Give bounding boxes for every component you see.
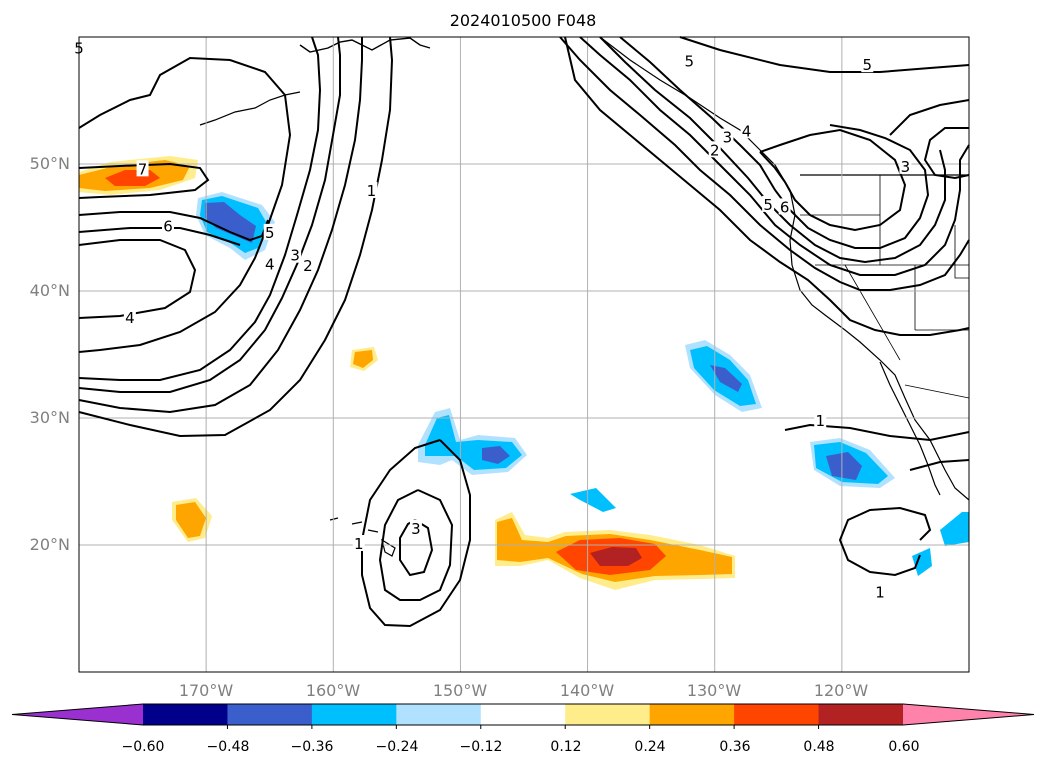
contour-label-bg <box>861 56 874 73</box>
colorbar-extend-min <box>12 704 143 725</box>
colorbar-segment <box>480 704 566 725</box>
contour-label-bg <box>352 535 365 551</box>
lat-label-20n: 20°N <box>30 535 70 554</box>
negative-anomaly-e-core <box>826 452 862 480</box>
contour-label: 1 <box>875 583 885 601</box>
negative-anomaly-se <box>940 512 969 546</box>
contour-label-bg <box>740 122 753 139</box>
contour-label: 5 <box>763 196 773 214</box>
contour-label-bg <box>123 308 136 325</box>
contour-label: 4 <box>265 256 275 274</box>
colorbar-tick-label: 0.48 <box>803 739 834 755</box>
colorbar-extend-max <box>903 704 1034 725</box>
lon-label-150w: 150°W <box>433 681 488 700</box>
contour-label-bg <box>899 157 912 174</box>
contour-label: 7 <box>138 160 148 178</box>
contour-label: 1 <box>367 182 377 200</box>
colorbar-tick-labels: −0.60 −0.48 −0.36 −0.24 −0.12 0.12 0.24 … <box>122 739 920 755</box>
colorbar-segment <box>311 704 397 725</box>
contour-label-bg <box>162 217 174 234</box>
colorbar <box>11 703 1035 729</box>
negative-anomaly-central-core <box>482 446 510 464</box>
contour-label-bg <box>289 246 302 263</box>
contour-label: 2 <box>303 257 313 275</box>
contour-label: 3 <box>723 129 733 147</box>
contour-layer <box>78 36 970 628</box>
contour-label: 3 <box>411 520 421 538</box>
contour-label: 5 <box>685 52 695 70</box>
contour-label: 1 <box>815 412 825 430</box>
lon-label-160w: 160°W <box>306 681 361 700</box>
lat-label-50n: 50°N <box>30 154 70 173</box>
colorbar-tick-label: −0.60 <box>122 739 165 755</box>
contour-label: 2 <box>710 141 720 159</box>
negative-anomaly-se-small <box>912 548 932 576</box>
colorbar-tick-label: 0.36 <box>719 739 750 755</box>
lon-labels: 170°W 160°W 150°W 140°W 130°W 120°W <box>179 681 869 700</box>
contour-label-bg <box>874 583 886 600</box>
positive-anomaly-central-peak <box>590 547 642 566</box>
contour-label: 3 <box>290 247 300 265</box>
contour-label-bg <box>721 128 734 145</box>
colorbar-segment <box>143 704 228 725</box>
lon-label-130w: 130°W <box>687 681 742 700</box>
colorbar-outline <box>11 703 1035 726</box>
colorbar-segment <box>649 704 735 725</box>
map-title: 2024010500 F048 <box>450 11 597 30</box>
negative-anomaly-ne-core <box>710 365 742 392</box>
lon-label-140w: 140°W <box>560 681 615 700</box>
colorbar-tick-label: 0.60 <box>888 739 919 755</box>
contour-label: 5 <box>265 224 275 242</box>
positive-anomaly-small-core <box>353 350 373 368</box>
lat-label-30n: 30°N <box>30 408 70 427</box>
colorbar-tick-label: −0.12 <box>460 739 503 755</box>
contour-label: 6 <box>780 198 790 216</box>
contour-label-bg <box>301 256 314 273</box>
colorbar-tick-label: 0.24 <box>634 739 665 755</box>
contour-label: 4 <box>125 309 135 327</box>
contour-label: 5 <box>863 56 873 74</box>
contour-label-bg <box>409 519 422 536</box>
contour-label: 3 <box>901 158 911 176</box>
map-frame <box>78 36 970 673</box>
map-background <box>79 37 969 672</box>
lat-label-40n: 40°N <box>30 281 70 300</box>
colorbar-segment <box>734 704 820 725</box>
colorbar-tick-label: 0.12 <box>550 739 581 755</box>
shading-layer <box>79 156 969 590</box>
contour-label-bg <box>708 141 721 158</box>
contour-label-bg <box>263 223 276 240</box>
colorbar-segment <box>396 704 482 725</box>
colorbar-tick-label: −0.24 <box>376 739 419 755</box>
contour-label-bg <box>263 255 276 272</box>
contour-label-bg <box>365 181 378 198</box>
contour-label-bg <box>136 160 149 177</box>
colorbar-segment <box>565 704 651 725</box>
colorbar-tick-label: −0.48 <box>207 739 250 755</box>
lon-label-120w: 120°W <box>814 681 869 700</box>
contour-label-bg <box>683 52 696 69</box>
colorbar-tick-label: −0.36 <box>291 739 334 755</box>
contour-label-bg <box>762 195 775 212</box>
contour-label: 1 <box>354 535 364 553</box>
colorbar-segment <box>227 704 313 725</box>
contour-label-bg <box>778 198 791 215</box>
colorbar-segment <box>818 704 904 725</box>
contour-label: 6 <box>163 218 173 236</box>
lat-labels: 50°N 40°N 30°N 20°N <box>30 154 70 554</box>
lon-label-170w: 170°W <box>179 681 234 700</box>
negative-anomaly-small <box>570 488 616 512</box>
positive-anomaly-west-core <box>176 502 206 538</box>
contour-label-bg <box>814 411 827 428</box>
negative-anomaly-nw-core <box>205 202 256 243</box>
contour-label: 4 <box>742 122 752 140</box>
